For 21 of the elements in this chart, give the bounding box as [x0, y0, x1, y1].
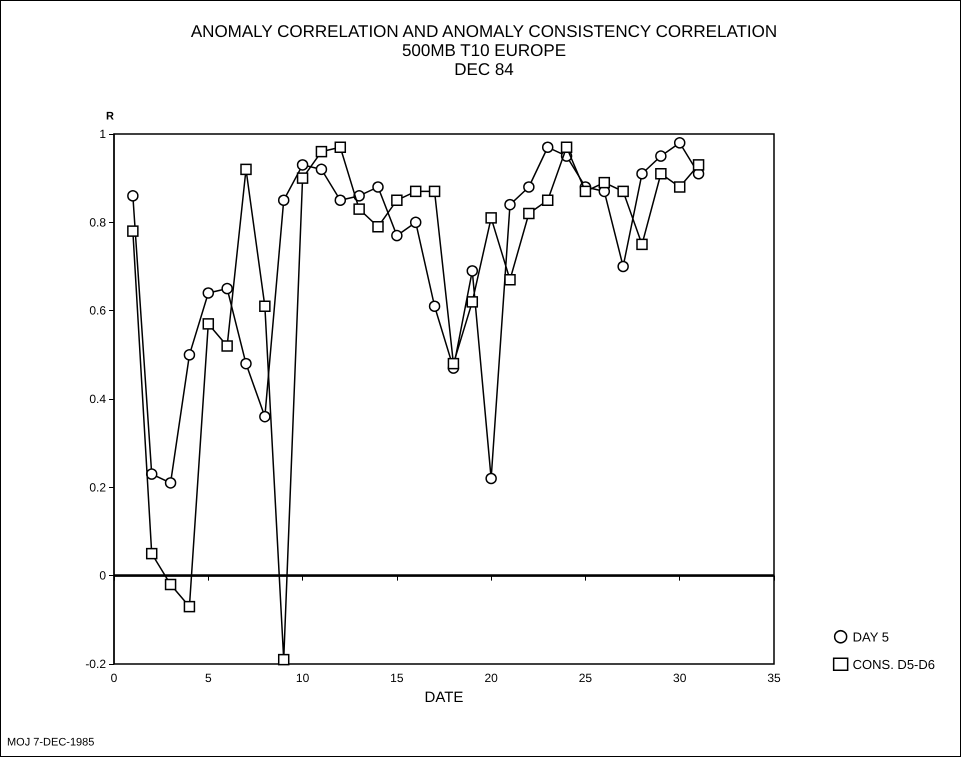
x-tick-label: 20	[484, 671, 498, 685]
y-tick-label: 0	[99, 568, 106, 583]
x-tick-label: 0	[110, 671, 118, 685]
x-tick-label: 30	[673, 671, 687, 685]
x-tick-label: 5	[204, 671, 212, 685]
legend-label: CONS. D5-D6	[852, 656, 936, 672]
y-axis-title: R	[106, 110, 114, 122]
legend-label: DAY 5	[852, 629, 890, 644]
y-tick-label: 0.2	[89, 480, 106, 494]
chart-title: ANOMALY CORRELATION AND ANOMALY CONSISTENCY CORRELATION 500MB T10 EUROPE DEC 84	[190, 22, 778, 79]
y-tick-label: -0.2	[85, 657, 106, 671]
y-tick-label: 0.8	[89, 215, 106, 230]
x-tick-label: 35	[767, 671, 781, 685]
x-tick-label: 10	[296, 671, 310, 685]
y-tick-label: 0.6	[89, 304, 106, 318]
text: MOJ 7-DEC-1985	[7, 736, 94, 748]
y-tick-label: 0.4	[89, 392, 106, 406]
x-axis-title: DATE	[424, 689, 464, 706]
y-tick-label: 1	[99, 127, 106, 141]
x-tick-label: 25	[578, 671, 592, 685]
x-tick-label: 15	[390, 671, 404, 685]
